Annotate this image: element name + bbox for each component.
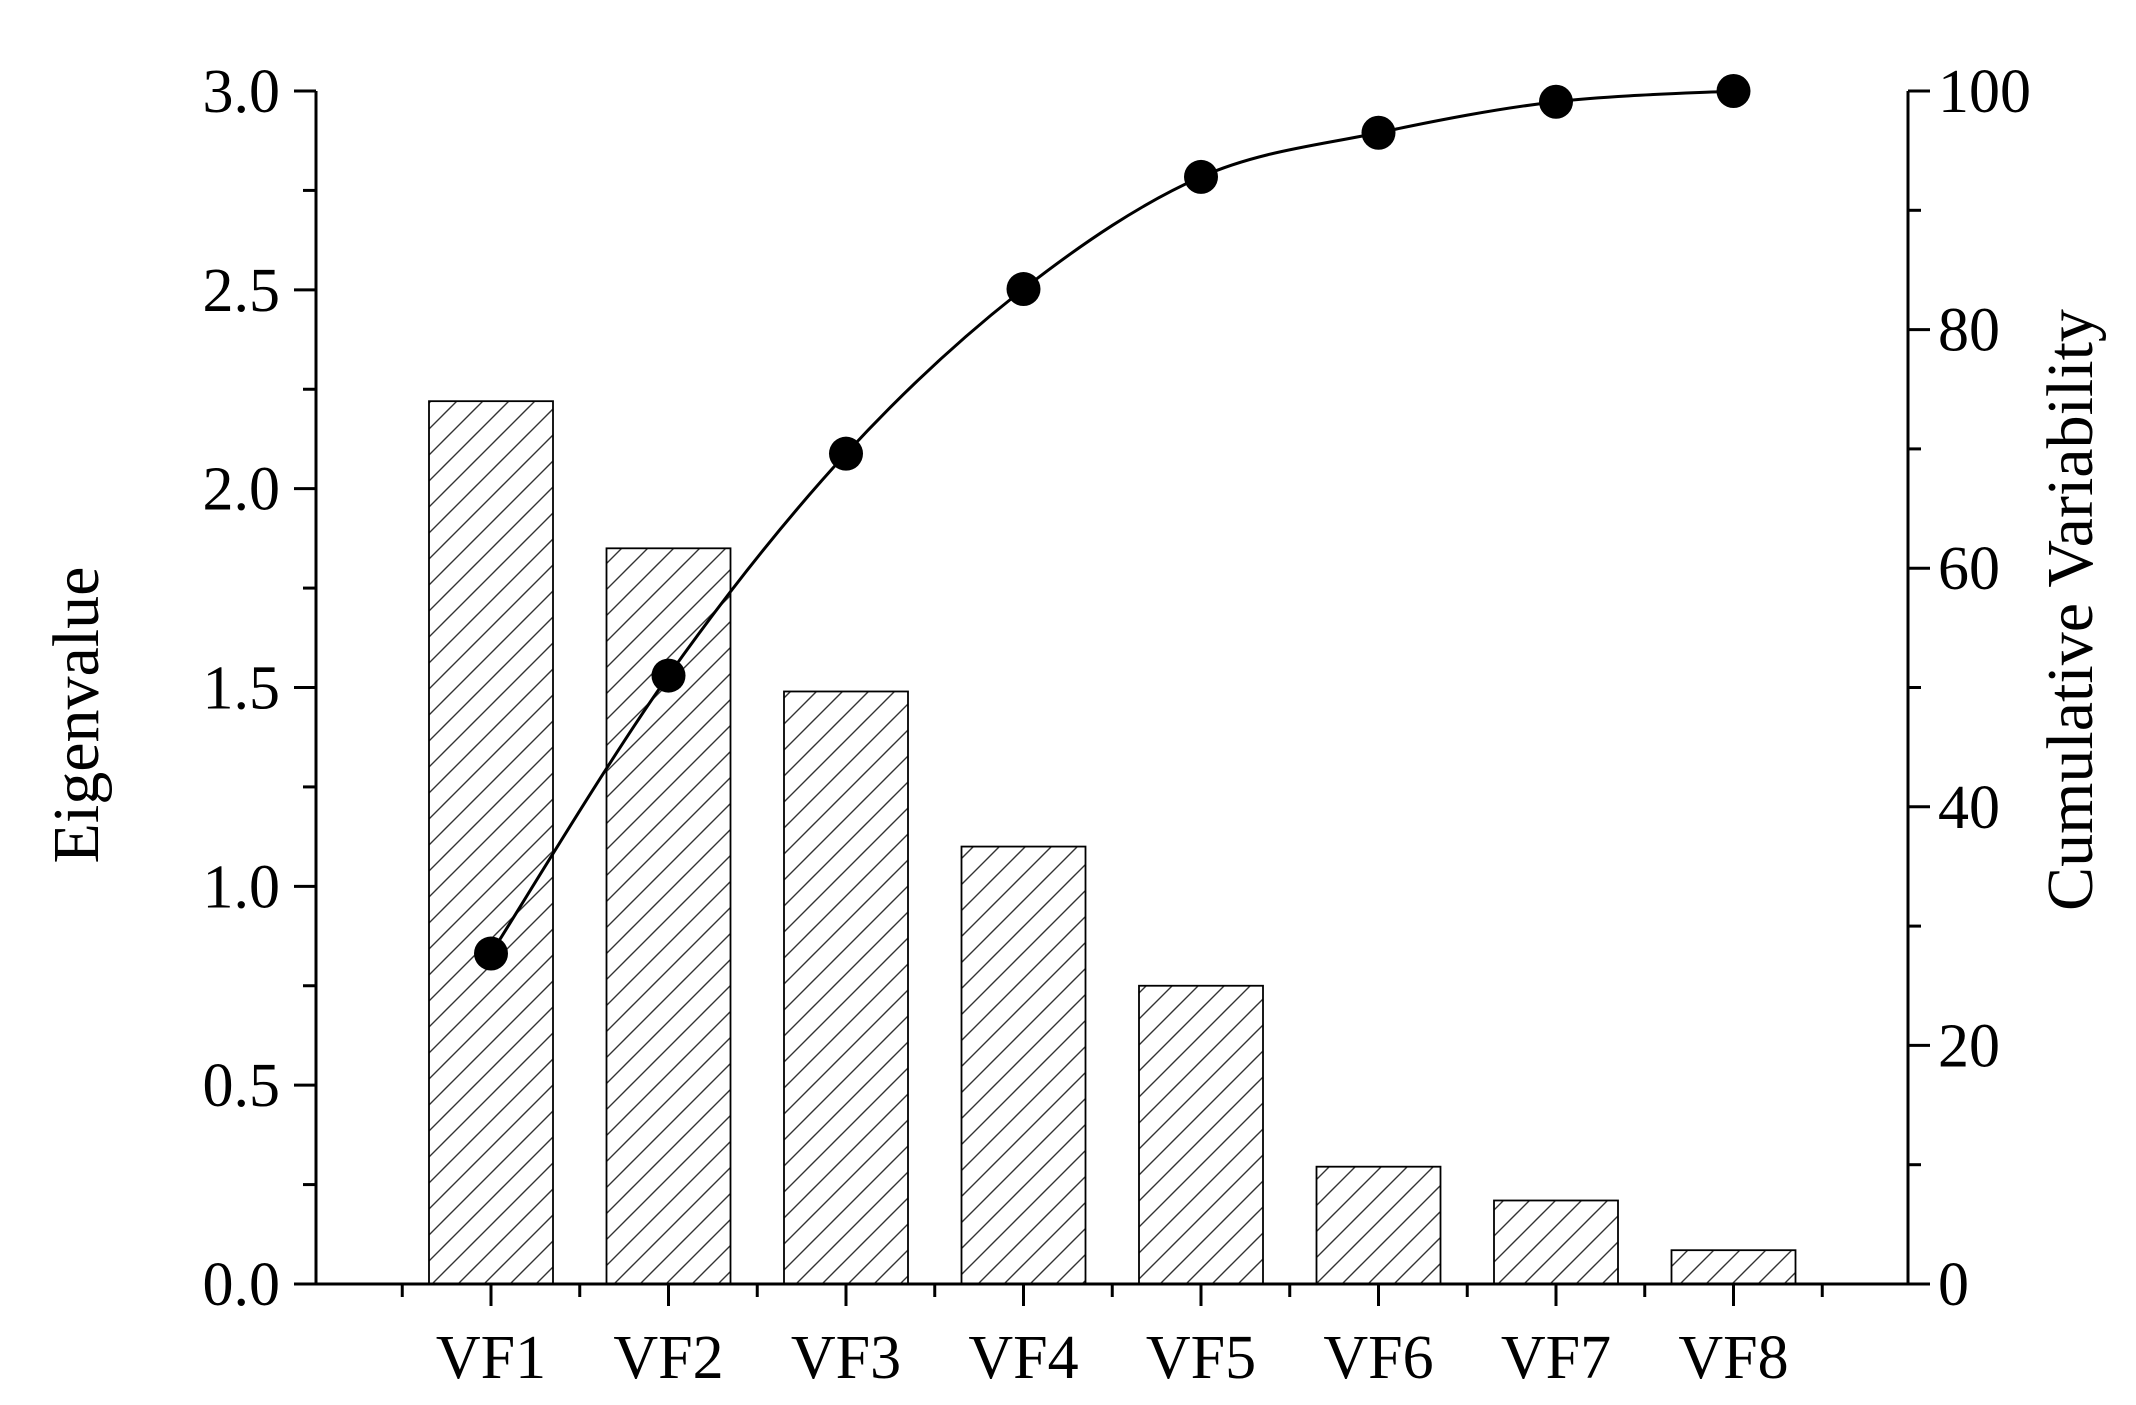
x-tick-label: VF3 bbox=[791, 1324, 901, 1392]
cumulative-point bbox=[829, 436, 863, 471]
right-axis-title: Cumulative Variability bbox=[2034, 309, 2107, 911]
x-tick-label: VF6 bbox=[1323, 1324, 1433, 1392]
x-tick-label: VF7 bbox=[1501, 1324, 1611, 1392]
left-tick-label: 1.0 bbox=[203, 853, 281, 921]
cumulative-point bbox=[651, 658, 686, 693]
cumulative-point bbox=[1361, 115, 1396, 150]
left-tick-label: 2.5 bbox=[203, 257, 281, 325]
bar-series bbox=[428, 400, 1797, 1285]
right-tick-label: 100 bbox=[1938, 58, 2031, 126]
cumulative-point bbox=[1006, 272, 1041, 307]
right-tick-label: 80 bbox=[1938, 297, 2000, 365]
eigenvalue-bar bbox=[783, 690, 909, 1285]
eigenvalue-bar bbox=[1315, 1165, 1442, 1285]
left-tick-label: 3.0 bbox=[203, 58, 281, 126]
x-tick-label: VF8 bbox=[1678, 1324, 1788, 1392]
cumulative-point bbox=[1539, 84, 1573, 119]
axes bbox=[314, 91, 1910, 1286]
x-tick-label: VF2 bbox=[613, 1324, 723, 1392]
cumulative-point bbox=[1716, 74, 1751, 108]
axis-ticks bbox=[294, 89, 1930, 1306]
cumulative-line-series bbox=[474, 74, 1751, 971]
eigenvalue-bar bbox=[1493, 1199, 1619, 1285]
right-tick-label: 60 bbox=[1938, 535, 2000, 603]
left-tick-label: 0.5 bbox=[203, 1052, 281, 1120]
tick-labels: 0.0 0.5 1.0 1.5 2.0 2.5 3.0 0 20 40 60 80 100 VF1 VF2 V… bbox=[203, 58, 2032, 1392]
x-tick-label: VF5 bbox=[1146, 1324, 1256, 1392]
right-tick-label: 0 bbox=[1938, 1251, 1969, 1319]
cumulative-point bbox=[474, 936, 508, 971]
eigenvalue-bar bbox=[428, 400, 554, 1285]
x-tick-label: VF4 bbox=[968, 1324, 1078, 1392]
x-tick-label: VF1 bbox=[436, 1324, 546, 1392]
eigenvalue-bar bbox=[960, 845, 1087, 1285]
left-tick-label: 0.0 bbox=[203, 1251, 281, 1319]
right-tick-label: 20 bbox=[1938, 1012, 2000, 1080]
cumulative-point bbox=[1184, 159, 1218, 194]
left-axis-title: Eigenvalue bbox=[40, 567, 113, 864]
eigenvalue-bar bbox=[1138, 984, 1264, 1285]
eigenvalue-bar bbox=[1670, 1249, 1797, 1285]
right-tick-label: 40 bbox=[1938, 774, 2000, 842]
left-tick-label: 1.5 bbox=[203, 655, 281, 723]
left-tick-label: 2.0 bbox=[203, 456, 281, 524]
